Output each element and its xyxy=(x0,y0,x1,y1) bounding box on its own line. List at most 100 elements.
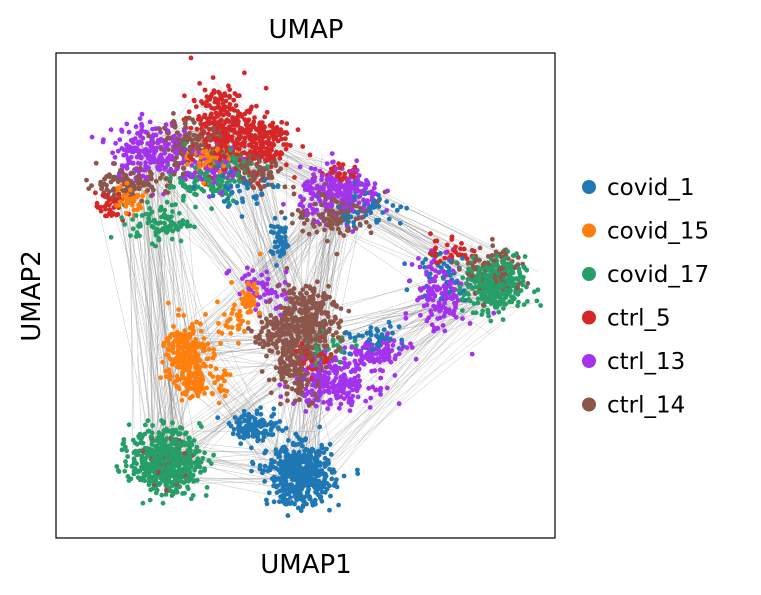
point-ctrl_13 xyxy=(305,179,310,185)
point-covid_17 xyxy=(215,181,221,187)
point-ctrl_14 xyxy=(304,290,309,296)
point-covid_1 xyxy=(258,411,264,417)
point-ctrl_14 xyxy=(310,293,316,298)
point-covid_17 xyxy=(169,236,175,242)
point-ctrl_14 xyxy=(321,291,327,296)
point-ctrl_14 xyxy=(329,355,334,361)
point-ctrl_13 xyxy=(307,202,313,208)
graph-edge xyxy=(111,206,186,435)
point-covid_17 xyxy=(516,289,522,295)
point-ctrl_14 xyxy=(299,365,305,370)
point-covid_15 xyxy=(215,299,220,305)
point-covid_1 xyxy=(239,214,245,219)
point-covid_1 xyxy=(241,408,247,414)
point-ctrl_14 xyxy=(289,386,295,392)
point-ctrl_5 xyxy=(238,142,244,148)
point-covid_17 xyxy=(153,232,159,238)
graph-edge xyxy=(319,288,522,480)
point-ctrl_13 xyxy=(141,167,147,173)
point-covid_17 xyxy=(121,437,127,442)
point-covid_17 xyxy=(132,440,138,446)
point-covid_1 xyxy=(380,210,386,216)
point-ctrl_5 xyxy=(456,252,462,257)
point-covid_1 xyxy=(398,204,404,210)
point-ctrl_13 xyxy=(333,384,339,389)
point-ctrl_14 xyxy=(322,227,327,233)
point-covid_17 xyxy=(114,464,120,469)
point-covid_1 xyxy=(303,436,308,441)
plot-area xyxy=(55,52,556,539)
point-covid_17 xyxy=(202,468,207,473)
point-ctrl_14 xyxy=(489,253,495,258)
point-ctrl_14 xyxy=(288,350,293,356)
point-covid_1 xyxy=(384,199,390,205)
graph-edge xyxy=(182,335,307,338)
point-covid_17 xyxy=(493,305,498,310)
point-covid_17 xyxy=(182,490,188,496)
point-ctrl_5 xyxy=(287,143,293,148)
point-ctrl_13 xyxy=(142,150,147,156)
point-covid_17 xyxy=(147,497,153,503)
point-covid_17 xyxy=(153,243,158,249)
point-covid_15 xyxy=(222,393,228,399)
point-covid_1 xyxy=(262,479,267,484)
point-ctrl_5 xyxy=(295,127,301,133)
point-ctrl_5 xyxy=(283,162,289,168)
point-ctrl_14 xyxy=(264,353,269,359)
point-ctrl_14 xyxy=(251,185,257,191)
point-covid_17 xyxy=(337,359,343,365)
point-ctrl_5 xyxy=(249,104,255,110)
point-ctrl_5 xyxy=(461,246,467,252)
point-ctrl_5 xyxy=(428,231,433,237)
point-ctrl_14 xyxy=(136,186,142,192)
point-ctrl_13 xyxy=(230,173,236,179)
point-covid_17 xyxy=(532,289,537,295)
point-ctrl_13 xyxy=(333,370,338,376)
point-ctrl_14 xyxy=(284,316,290,322)
point-covid_15 xyxy=(202,391,207,396)
point-ctrl_13 xyxy=(133,124,139,130)
point-ctrl_14 xyxy=(110,187,116,193)
point-ctrl_13 xyxy=(313,403,319,409)
point-ctrl_13 xyxy=(322,388,327,394)
point-covid_17 xyxy=(119,215,125,221)
point-ctrl_13 xyxy=(443,306,448,311)
point-ctrl_14 xyxy=(322,338,328,344)
point-ctrl_14 xyxy=(336,335,341,340)
point-covid_1 xyxy=(268,229,274,235)
point-ctrl_13 xyxy=(277,382,283,388)
graph-edge xyxy=(317,299,514,352)
point-ctrl_14 xyxy=(146,133,152,139)
point-ctrl_13 xyxy=(428,308,434,314)
point-ctrl_13 xyxy=(125,155,131,161)
point-covid_17 xyxy=(142,422,148,428)
point-ctrl_13 xyxy=(321,400,326,405)
point-ctrl_5 xyxy=(279,119,285,125)
point-ctrl_5 xyxy=(107,207,113,213)
point-covid_15 xyxy=(182,328,188,334)
point-ctrl_14 xyxy=(330,221,335,227)
point-covid_15 xyxy=(164,352,169,357)
point-covid_17 xyxy=(193,204,198,210)
point-covid_17 xyxy=(517,272,523,277)
point-ctrl_5 xyxy=(211,120,217,126)
point-ctrl_14 xyxy=(368,230,374,236)
point-ctrl_13 xyxy=(366,385,372,391)
point-ctrl_13 xyxy=(273,306,279,311)
point-ctrl_13 xyxy=(467,321,473,326)
point-ctrl_13 xyxy=(426,315,432,321)
point-ctrl_13 xyxy=(392,356,398,362)
point-covid_15 xyxy=(160,359,166,365)
point-ctrl_13 xyxy=(335,193,341,199)
point-ctrl_13 xyxy=(264,269,270,275)
point-covid_15 xyxy=(254,291,260,296)
point-ctrl_14 xyxy=(326,283,331,289)
point-covid_17 xyxy=(223,191,229,196)
point-ctrl_13 xyxy=(137,116,143,121)
point-ctrl_5 xyxy=(202,112,208,118)
point-ctrl_5 xyxy=(274,125,280,130)
point-covid_17 xyxy=(171,465,176,471)
point-covid_1 xyxy=(278,235,284,240)
graph-edge xyxy=(122,181,150,420)
point-ctrl_5 xyxy=(208,113,214,119)
